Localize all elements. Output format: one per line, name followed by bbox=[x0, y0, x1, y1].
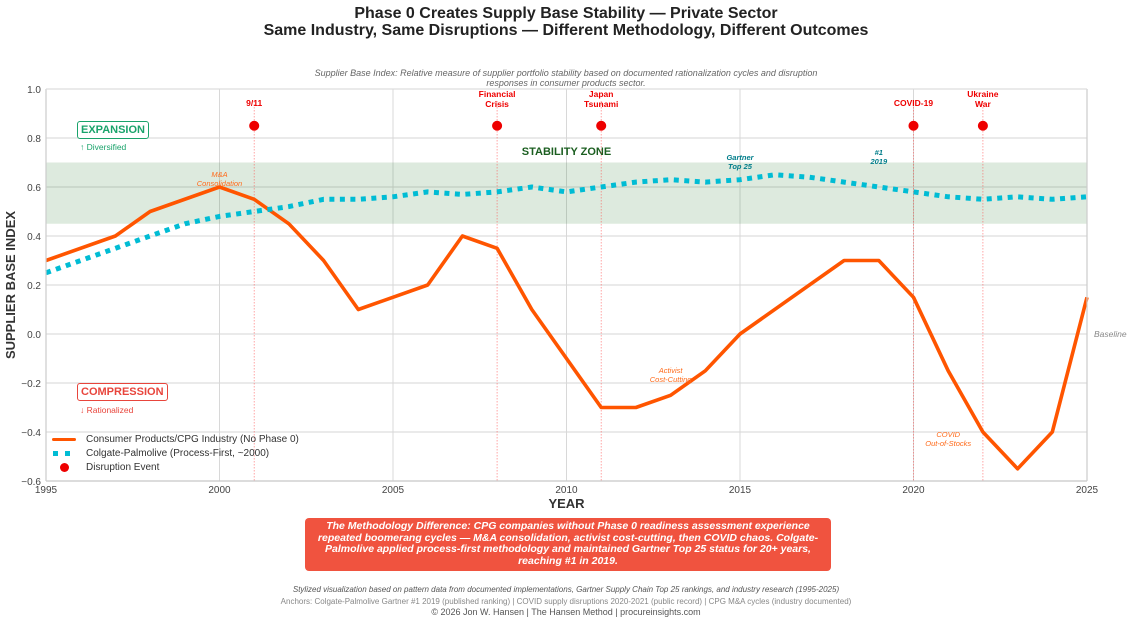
disruption-event-marker bbox=[908, 120, 919, 131]
disruption-event-marker bbox=[977, 120, 988, 131]
annotation-text: Gartner bbox=[726, 153, 754, 162]
y-tick-label: −0.2 bbox=[21, 379, 41, 390]
colgate-palmolive-line bbox=[45, 172, 1088, 276]
annotation-text: Cost-Cutting bbox=[650, 375, 693, 384]
footer-note: Stylized visualization based on pattern … bbox=[292, 585, 840, 594]
legend-swatch-cpg bbox=[50, 434, 80, 444]
y-tick-label: 0.6 bbox=[27, 183, 41, 194]
footer-anchors: Anchors: Colgate-Palmolive Gartner #1 20… bbox=[280, 597, 852, 606]
baseline-label: Baseline bbox=[1094, 329, 1127, 339]
y-tick-label: 0.0 bbox=[27, 330, 41, 341]
y-tick-label: 0.8 bbox=[27, 134, 41, 145]
stability-zone: STABILITY ZONE bbox=[46, 146, 1087, 224]
expansion-label: EXPANSION bbox=[77, 121, 149, 139]
stability-zone-label: STABILITY ZONE bbox=[522, 146, 611, 158]
event-label: Ukraine bbox=[967, 89, 998, 99]
annotation-text: Out-of-Stocks bbox=[925, 439, 971, 448]
event-label: COVID-19 bbox=[894, 98, 933, 108]
event-label: Tsunami bbox=[584, 99, 618, 109]
y-tick-label: 0.4 bbox=[27, 232, 41, 243]
diversified-label: ↑ Diversified bbox=[80, 142, 127, 152]
legend-swatch-colgate bbox=[50, 448, 80, 458]
chart-title: Phase 0 Creates Supply Base Stability — … bbox=[354, 5, 778, 22]
x-tick-label: 2010 bbox=[555, 485, 578, 496]
legend-item-colgate: Colgate-Palmolive (Process-First, ~2000) bbox=[50, 446, 299, 460]
annotation-text: M&A bbox=[211, 170, 227, 179]
legend-label-event: Disruption Event bbox=[86, 461, 160, 473]
x-axis-label: YEAR bbox=[548, 496, 585, 511]
methodology-callout: The Methodology Difference: CPG companie… bbox=[305, 518, 831, 571]
x-tick-label: 2005 bbox=[382, 485, 405, 496]
annotation-text: #1 bbox=[875, 148, 883, 157]
annotation-text: COVID bbox=[936, 430, 960, 439]
legend-item-cpg: Consumer Products/CPG Industry (No Phase… bbox=[50, 432, 299, 446]
x-tick-label: 2015 bbox=[729, 485, 752, 496]
footer-copyright: © 2026 Jon W. Hansen | The Hansen Method… bbox=[431, 607, 701, 617]
compression-label: COMPRESSION bbox=[77, 383, 168, 401]
disruption-event-marker bbox=[492, 120, 503, 131]
y-tick-label: −0.4 bbox=[21, 428, 41, 439]
x-tick-label: 2000 bbox=[208, 485, 231, 496]
annotation-text: Consolidation bbox=[197, 179, 242, 188]
disruption-event-marker bbox=[249, 120, 260, 131]
y-tick-label: 1.0 bbox=[27, 85, 41, 96]
y-tick-label: 0.2 bbox=[27, 281, 41, 292]
annotation-text: 2019 bbox=[869, 157, 888, 166]
chart-subtitle: Same Industry, Same Disruptions — Differ… bbox=[263, 22, 869, 39]
x-tick-label: 2020 bbox=[902, 485, 925, 496]
x-tick-label: 1995 bbox=[35, 485, 58, 496]
y-tick-label: −0.6 bbox=[21, 477, 41, 488]
event-lines bbox=[253, 101, 984, 481]
x-tick-label: 2025 bbox=[1076, 485, 1099, 496]
event-label: War bbox=[975, 99, 991, 109]
event-label: Financial bbox=[479, 89, 516, 99]
disruption-event-marker bbox=[596, 120, 607, 131]
y-axis-label: SUPPLIER BASE INDEX bbox=[3, 211, 18, 359]
axes: −0.6 −0.4 −0.2 0.0 0.2 0.4 0.6 0.8 1.0 1995 2000 20… bbox=[3, 85, 1127, 511]
legend-label-cpg: Consumer Products/CPG Industry (No Phase… bbox=[86, 433, 299, 445]
legend-item-event: Disruption Event bbox=[50, 460, 299, 474]
annotation-text: Activist bbox=[658, 366, 684, 375]
chart-description: Supplier Base Index: Relative measure of… bbox=[314, 68, 818, 88]
event-label: Japan bbox=[589, 89, 614, 99]
annotation-text: Top 25 bbox=[728, 162, 753, 171]
event-label: Crisis bbox=[485, 99, 509, 109]
event-label: 9/11 bbox=[246, 98, 262, 108]
legend: Consumer Products/CPG Industry (No Phase… bbox=[50, 432, 299, 474]
legend-swatch-event bbox=[50, 462, 80, 472]
stability-zone-band bbox=[46, 162, 1087, 224]
rationalized-label: ↓ Rationalized bbox=[80, 405, 134, 415]
legend-label-colgate: Colgate-Palmolive (Process-First, ~2000) bbox=[86, 447, 270, 459]
